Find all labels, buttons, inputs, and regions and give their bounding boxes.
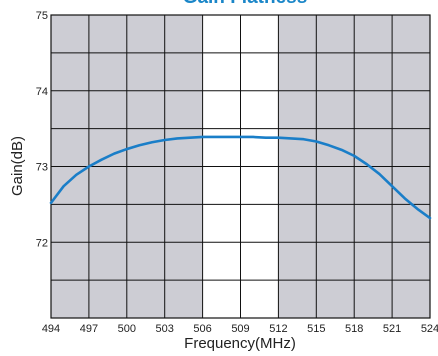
y-tick-label-3: 75 (36, 10, 48, 22)
y-tick-label-1: 73 (36, 162, 48, 174)
tick-labels: 494 497 500 503 506 509 512 515 518 521 524 72 73 74 7… (36, 10, 438, 335)
x-axis-label: Frequency(MHz) (184, 335, 296, 352)
y-tick-label-0: 72 (36, 237, 48, 249)
y-axis-label: Gain(dB) (9, 136, 26, 196)
x-tick-label-4: 506 (193, 323, 211, 335)
grid (50, 14, 431, 319)
series-layer (49, 135, 432, 220)
x-tick-label-8: 518 (345, 323, 363, 335)
series-line-0 (49, 135, 432, 220)
x-tick-label-10: 524 (421, 323, 438, 335)
x-tick-label-7: 515 (307, 323, 325, 335)
x-tick-label-0: 494 (42, 323, 60, 335)
x-tick-label-3: 503 (156, 323, 174, 335)
x-tick-label-5: 509 (231, 323, 249, 335)
chart-title: Gain Flatness (183, 0, 308, 8)
y-tick-label-2: 74 (36, 86, 48, 98)
x-tick-label-1: 497 (80, 323, 98, 335)
x-tick-label-2: 500 (118, 323, 136, 335)
x-tick-label-9: 521 (383, 323, 401, 335)
x-tick-label-6: 512 (269, 323, 287, 335)
plot-frame (50, 14, 431, 319)
